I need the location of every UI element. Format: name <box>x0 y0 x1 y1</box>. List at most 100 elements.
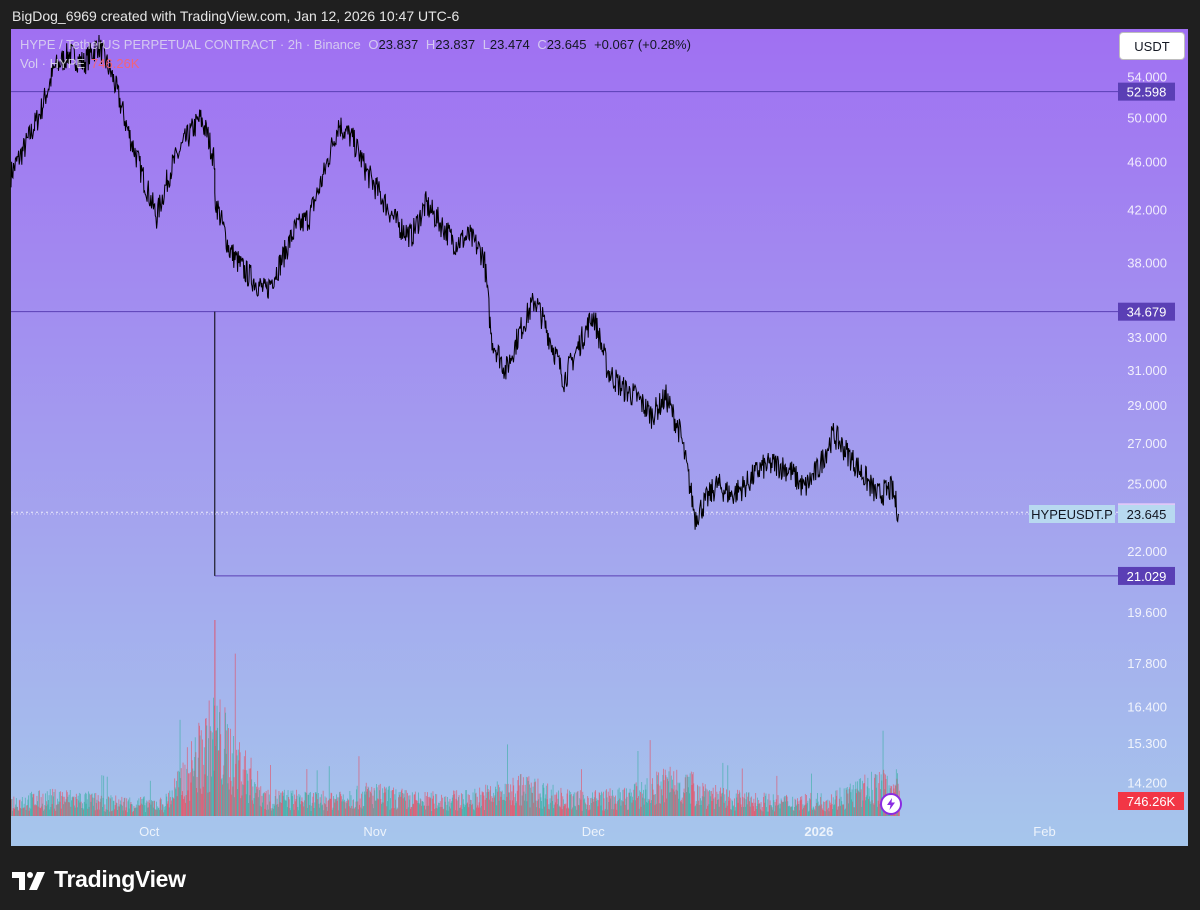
volume-bar <box>486 792 488 816</box>
volume-bar <box>86 799 88 816</box>
volume-bar <box>335 799 337 816</box>
volume-bar <box>287 807 288 816</box>
volume-bar <box>808 810 810 816</box>
volume-bar <box>732 806 734 816</box>
volume-bar <box>80 801 82 816</box>
volume-bar <box>622 789 624 816</box>
volume-bar <box>319 807 320 816</box>
volume-bar <box>264 809 266 816</box>
volume-bar <box>393 787 394 816</box>
volume-bar <box>69 802 71 816</box>
volume-bar <box>717 799 718 816</box>
volume-bar <box>373 788 375 816</box>
volume-bar <box>48 800 49 816</box>
volume-bar <box>57 798 58 816</box>
x-axis-tick-label: Oct <box>139 824 160 839</box>
volume-bar <box>357 801 359 816</box>
volume-bar <box>724 800 726 816</box>
volume-bar <box>407 807 409 816</box>
volume-bar <box>778 803 780 816</box>
volume-bar <box>306 769 308 816</box>
volume-bar <box>510 805 512 816</box>
volume-bar <box>587 797 589 816</box>
y-axis-tick-label: 27.000 <box>1127 436 1167 451</box>
volume-bar <box>227 783 229 816</box>
volume-bar <box>508 792 510 816</box>
volume-bar <box>669 792 670 816</box>
volume-bar <box>356 789 357 816</box>
volume-bar <box>399 791 401 816</box>
volume-bar <box>261 795 263 816</box>
volume-bar <box>468 795 470 816</box>
volume-bar <box>188 773 190 816</box>
volume-bar <box>525 793 527 816</box>
volume-bar <box>692 774 693 816</box>
volume-bar <box>731 799 733 816</box>
volume-bar <box>299 797 300 816</box>
volume-bar <box>277 806 279 816</box>
volume-bar <box>815 805 817 816</box>
volume-bar <box>248 803 249 816</box>
volume-bar <box>32 797 34 816</box>
legend-symbol[interactable]: HYPE / TetherUS PERPETUAL CONTRACT · 2h … <box>20 37 361 52</box>
volume-bar <box>621 800 623 816</box>
volume-bar <box>384 792 386 816</box>
volume-bar <box>535 781 536 816</box>
volume-bar <box>849 783 851 816</box>
volume-bar <box>603 791 604 816</box>
volume-bar <box>444 801 446 816</box>
volume-bar <box>301 797 303 816</box>
volume-bar <box>646 778 648 816</box>
volume-bar <box>60 808 62 816</box>
volume-bar <box>291 793 293 816</box>
volume-bar <box>629 788 631 816</box>
volume-bar <box>548 804 550 816</box>
volume-bar <box>727 796 729 816</box>
volume-bar <box>311 802 313 816</box>
volume-bar <box>848 789 850 816</box>
volume-bar <box>748 792 750 816</box>
volume-legend-label[interactable]: Vol · HYPE <box>20 56 86 71</box>
volume-bar <box>27 799 29 816</box>
volume-bar <box>339 791 341 816</box>
volume-bar <box>425 795 427 816</box>
volume-bar <box>21 801 23 816</box>
volume-bar <box>359 798 361 816</box>
volume-bar <box>774 802 776 816</box>
volume-bar <box>484 810 485 816</box>
volume-bar <box>831 794 832 816</box>
volume-bar <box>408 799 410 816</box>
volume-bar <box>318 803 320 816</box>
y-axis-tick-label: 29.000 <box>1127 398 1167 413</box>
volume-bar <box>342 799 344 816</box>
volume-bar <box>644 784 646 816</box>
volume-bar <box>607 809 609 816</box>
volume-bar <box>767 811 769 816</box>
volume-bar <box>187 790 189 816</box>
volume-bar <box>742 796 744 816</box>
volume-bar <box>177 770 179 816</box>
volume-bar <box>219 699 221 816</box>
volume-bar <box>506 796 508 816</box>
lightning-alert-button[interactable] <box>880 793 902 815</box>
volume-bar <box>43 810 44 816</box>
price-line[interactable] <box>10 34 900 530</box>
volume-bar <box>29 807 31 816</box>
x-axis-tick-label: Nov <box>363 824 387 839</box>
volume-bar <box>190 782 192 816</box>
currency-selector-button[interactable]: USDT <box>1119 32 1185 60</box>
volume-bar <box>651 783 653 816</box>
volume-bar <box>162 804 163 816</box>
volume-bar <box>165 806 166 816</box>
tradingview-logo[interactable]: TradingView <box>12 866 186 893</box>
volume-bar <box>376 787 378 816</box>
volume-bar <box>499 787 501 816</box>
volume-bar <box>654 805 656 816</box>
volume-bar <box>420 799 422 816</box>
volume-bar <box>809 798 811 816</box>
volume-bar <box>675 789 677 816</box>
volume-bar <box>604 810 606 816</box>
volume-bar <box>45 806 47 816</box>
volume-bar <box>577 791 579 816</box>
